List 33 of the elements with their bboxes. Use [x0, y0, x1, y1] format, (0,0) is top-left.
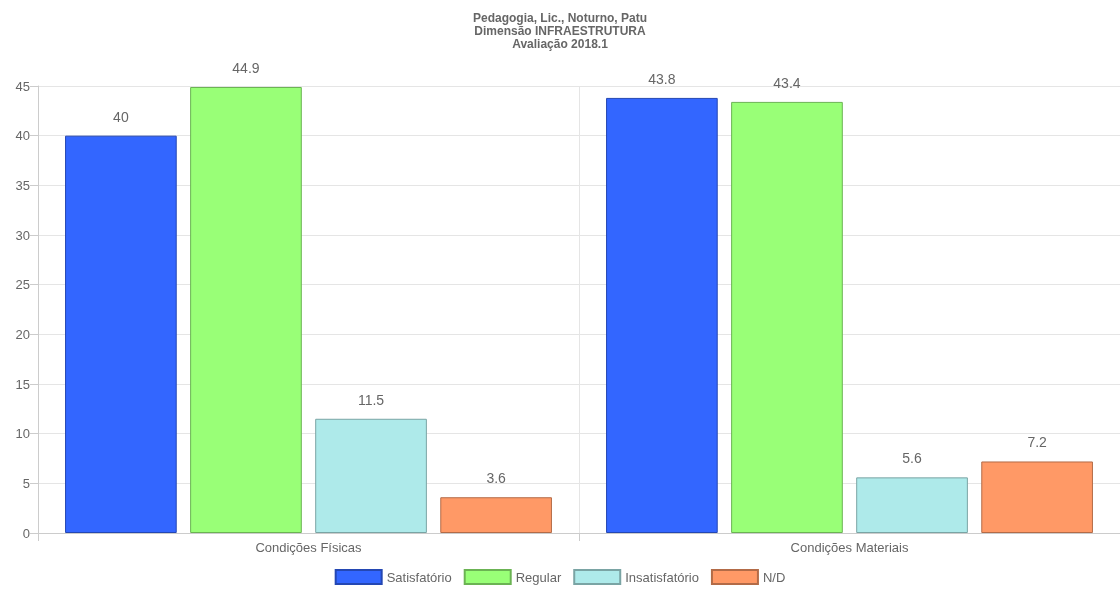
- bar: [315, 418, 427, 533]
- y-tick-label: 0: [22, 525, 30, 541]
- bar: [731, 101, 843, 533]
- y-tick-label: 40: [15, 128, 30, 144]
- legend-label: Regular: [515, 569, 562, 585]
- data-label: 7.2: [1027, 434, 1048, 451]
- legend-label: N/D: [762, 569, 786, 585]
- data-label: 40: [113, 108, 129, 125]
- data-label: 44.9: [232, 59, 260, 76]
- bar: [190, 86, 302, 533]
- x-tick-label: Condições Físicas: [255, 540, 363, 555]
- legend-label: Satisfatório: [386, 569, 452, 585]
- y-tick-label: 5: [22, 475, 30, 491]
- data-label: 11.5: [357, 391, 385, 408]
- y-tick-label: 45: [15, 78, 30, 94]
- legend-label: Insatisfatório: [625, 569, 699, 585]
- bar: [440, 497, 552, 533]
- data-label: 43.8: [648, 70, 676, 87]
- y-tick-label: 30: [15, 227, 30, 243]
- y-tick-label: 20: [15, 326, 30, 342]
- bar: [981, 461, 1093, 533]
- y-tick-label: 10: [15, 426, 30, 442]
- y-tick-label: 25: [15, 277, 30, 293]
- data-label: 43.4: [773, 74, 801, 91]
- x-tick-label: Condições Materiais: [790, 540, 909, 555]
- data-label: 3.6: [486, 470, 507, 487]
- chart-title: Pedagogia, Lic., Noturno, Patu Dimensão INFRAESTRUTURA Avaliação 2018.1: [472, 10, 648, 51]
- bar: [65, 135, 177, 533]
- bar: [856, 477, 968, 533]
- y-tick-label: 15: [15, 376, 30, 392]
- y-tick-label: 35: [15, 177, 30, 193]
- bar: [606, 97, 718, 533]
- data-label: 5.6: [902, 450, 922, 467]
